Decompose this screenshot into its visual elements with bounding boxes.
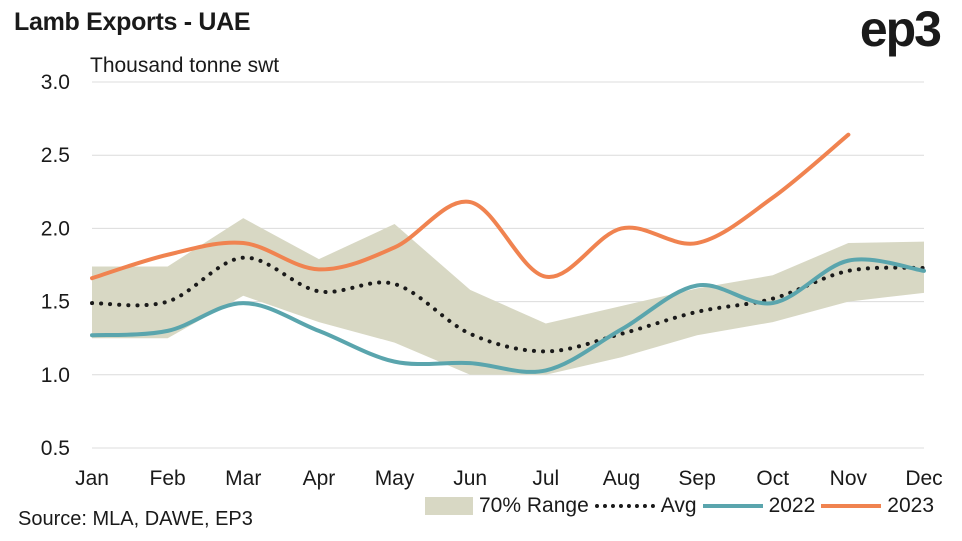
x-tick-label-dec: Dec [905, 467, 942, 490]
y-tick-label-3.0: 3.0 [41, 71, 70, 94]
legend-swatch-2022 [702, 504, 763, 508]
source-note: Source: MLA, DAWE, EP3 [18, 508, 253, 530]
legend-item-2023: 2023 [821, 494, 934, 518]
legend-swatch-range [425, 497, 473, 515]
legend-item-avg: Avg [594, 494, 697, 518]
legend-swatch-avg [594, 504, 655, 508]
x-tick-label-nov: Nov [830, 467, 868, 490]
legend-item-2022: 2022 [702, 494, 816, 518]
x-tick-label-jul: Jul [532, 467, 559, 490]
legend-label-2023: 2023 [887, 494, 934, 517]
series-line-avg [90, 255, 926, 354]
legend-label-avg: Avg [660, 494, 697, 517]
x-tick-label-jun: Jun [453, 467, 487, 490]
x-tick-label-jan: Jan [75, 467, 109, 490]
x-tick-label-aug: Aug [603, 467, 640, 490]
y-tick-label-1.5: 1.5 [41, 291, 70, 314]
series-line-2022 [90, 257, 926, 374]
x-tick-label-oct: Oct [756, 467, 789, 490]
y-axis-unit-label: Thousand tonne swt [90, 54, 280, 77]
x-tick-label-sep: Sep [678, 467, 715, 490]
legend-swatch-2023 [821, 504, 882, 508]
y-tick-label-2.0: 2.0 [41, 217, 70, 240]
y-tick-label-0.5: 0.5 [41, 437, 70, 460]
range-band-70pct [92, 218, 924, 375]
legend-label-2022: 2022 [768, 494, 816, 517]
series-line-2023 [90, 132, 851, 281]
legend-label-range: 70% Range [479, 494, 589, 517]
y-tick-label-2.5: 2.5 [41, 144, 70, 167]
chart-title: Lamb Exports - UAE [14, 8, 251, 36]
ep3-logo: ep3 [859, 1, 942, 57]
x-tick-label-apr: Apr [303, 467, 336, 490]
y-tick-label-1.0: 1.0 [41, 364, 70, 387]
x-tick-label-feb: Feb [150, 467, 186, 490]
legend-item-range: 70% Range [425, 494, 589, 518]
x-tick-label-may: May [375, 467, 415, 490]
x-tick-label-mar: Mar [225, 467, 261, 490]
chart-legend: 70% Range Avg 2022 2023 [419, 494, 934, 518]
